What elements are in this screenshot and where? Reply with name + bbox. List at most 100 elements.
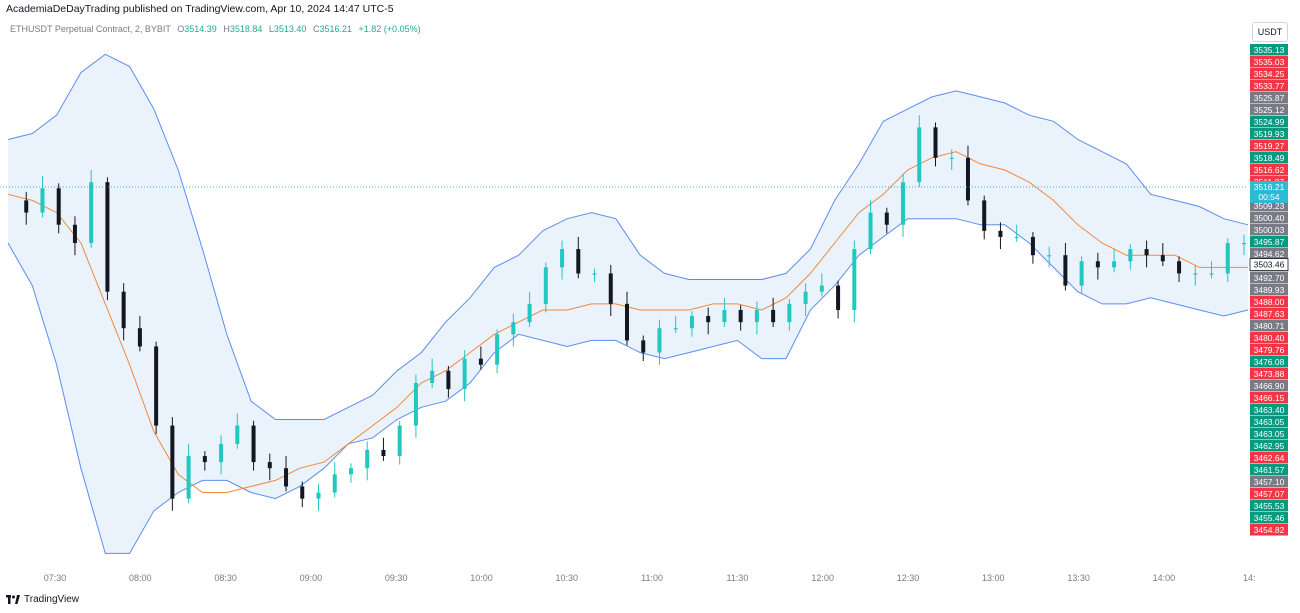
close-value: 3516.21 xyxy=(319,24,353,34)
price-label-tag xyxy=(1250,500,1288,512)
candle-body xyxy=(1128,249,1133,262)
low-label: L xyxy=(268,24,274,34)
candle-body xyxy=(625,303,629,341)
candle-body xyxy=(251,425,256,463)
currency-button[interactable]: USDT xyxy=(1252,22,1288,42)
price-label: 3524.99 xyxy=(1254,117,1285,127)
candle-body xyxy=(673,328,678,330)
candle-body xyxy=(186,456,191,499)
price-label-tag xyxy=(1250,68,1288,80)
change-value: +1.82 (+0.05%) xyxy=(358,24,421,34)
candle-body xyxy=(56,188,61,225)
tradingview-logo-icon xyxy=(6,595,20,604)
price-label-tag xyxy=(1250,164,1288,176)
price-label: 3519.93 xyxy=(1254,129,1285,139)
candle-body xyxy=(641,340,646,353)
candle-body xyxy=(284,468,289,487)
candle-body xyxy=(219,443,224,463)
candle-body xyxy=(381,449,386,457)
candle-body xyxy=(722,309,727,323)
candle-body xyxy=(397,425,402,457)
crosshair-price-label: 3503.46 xyxy=(1254,260,1285,270)
candle-body xyxy=(170,425,175,499)
price-label: 3487.63 xyxy=(1254,309,1285,319)
price-label: 3492.70 xyxy=(1254,273,1285,283)
price-label: 3454.82 xyxy=(1254,525,1285,535)
price-label: 3525.12 xyxy=(1254,105,1285,115)
candle-body xyxy=(738,309,743,323)
current-price-tag xyxy=(1250,180,1288,203)
price-label-tag xyxy=(1250,332,1288,344)
low-value: 3513.40 xyxy=(273,24,307,34)
candle-body xyxy=(608,273,613,304)
price-label-tag xyxy=(1250,308,1288,320)
x-tick-label: 10:30 xyxy=(556,573,579,583)
candle-body xyxy=(657,328,662,353)
price-label-tag xyxy=(1250,80,1288,92)
candle-body xyxy=(105,182,110,292)
price-label-tag xyxy=(1250,428,1288,440)
price-label: 3455.46 xyxy=(1254,513,1285,523)
tradingview-footer[interactable]: TradingView xyxy=(6,594,79,605)
bollinger-fill xyxy=(8,54,1248,554)
candle-body xyxy=(560,249,565,268)
price-label: 3535.13 xyxy=(1254,45,1285,55)
price-label: 3533.77 xyxy=(1254,81,1285,91)
price-label-tag xyxy=(1250,152,1288,164)
price-label: 3463.40 xyxy=(1254,405,1285,415)
candle-body xyxy=(982,200,987,231)
brand-name: TradingView xyxy=(24,594,80,605)
candle-body xyxy=(1079,261,1084,286)
candle-body xyxy=(819,285,824,292)
price-label-tag xyxy=(1250,356,1288,368)
candle-body xyxy=(413,382,418,426)
x-tick-label: 09:00 xyxy=(300,573,323,583)
price-label: 3455.53 xyxy=(1254,501,1285,511)
price-label-tag xyxy=(1250,116,1288,128)
price-label: 3489.93 xyxy=(1254,285,1285,295)
price-label-tag xyxy=(1250,272,1288,284)
candle-body xyxy=(965,157,970,201)
price-label-tag xyxy=(1250,344,1288,356)
candle-body xyxy=(446,370,451,390)
price-label: 3462.95 xyxy=(1254,441,1285,451)
candle-body xyxy=(89,182,94,244)
x-tick-label: 12:00 xyxy=(811,573,834,583)
candle-body xyxy=(998,230,1003,237)
candle-body xyxy=(137,328,142,347)
price-label-tag xyxy=(1250,464,1288,476)
price-label: 3461.57 xyxy=(1254,465,1285,475)
price-label: 3495.87 xyxy=(1254,237,1285,247)
bollinger-upper-line xyxy=(7,53,1249,420)
price-label: 3535.03 xyxy=(1254,57,1285,67)
x-tick-label: 12:30 xyxy=(897,573,920,583)
candle-body xyxy=(901,182,906,225)
candle-body xyxy=(235,425,240,444)
price-label: 3519.27 xyxy=(1254,141,1285,151)
x-tick-label: 11:30 xyxy=(726,573,748,583)
price-label: 3480.71 xyxy=(1254,321,1285,331)
price-label-tag xyxy=(1250,212,1288,224)
candle-body xyxy=(202,456,207,463)
price-label: 3516.62 xyxy=(1254,165,1285,175)
price-label: 3476.08 xyxy=(1254,357,1285,367)
price-label-tag xyxy=(1250,404,1288,416)
price-label: 3534.25 xyxy=(1254,69,1285,79)
x-tick-label: 07:30 xyxy=(44,573,67,583)
candle-body xyxy=(1242,243,1246,245)
price-label: 3473.88 xyxy=(1254,369,1285,379)
price-label-tag xyxy=(1250,524,1288,536)
price-label: 3500.40 xyxy=(1254,213,1285,223)
candle-body xyxy=(689,316,694,329)
candle-body xyxy=(852,249,857,310)
symbol-legend: ETHUSDT Perpetual Contract, 2, BYBIT O35… xyxy=(10,24,421,34)
candle-body xyxy=(1112,261,1117,268)
candle-body xyxy=(706,316,711,323)
price-label-tag xyxy=(1250,416,1288,428)
candle-body xyxy=(121,291,126,329)
price-label: 3525.87 xyxy=(1254,93,1285,103)
candle-body xyxy=(1063,255,1068,286)
price-label: 3457.07 xyxy=(1254,489,1285,499)
candle-body xyxy=(771,309,776,323)
